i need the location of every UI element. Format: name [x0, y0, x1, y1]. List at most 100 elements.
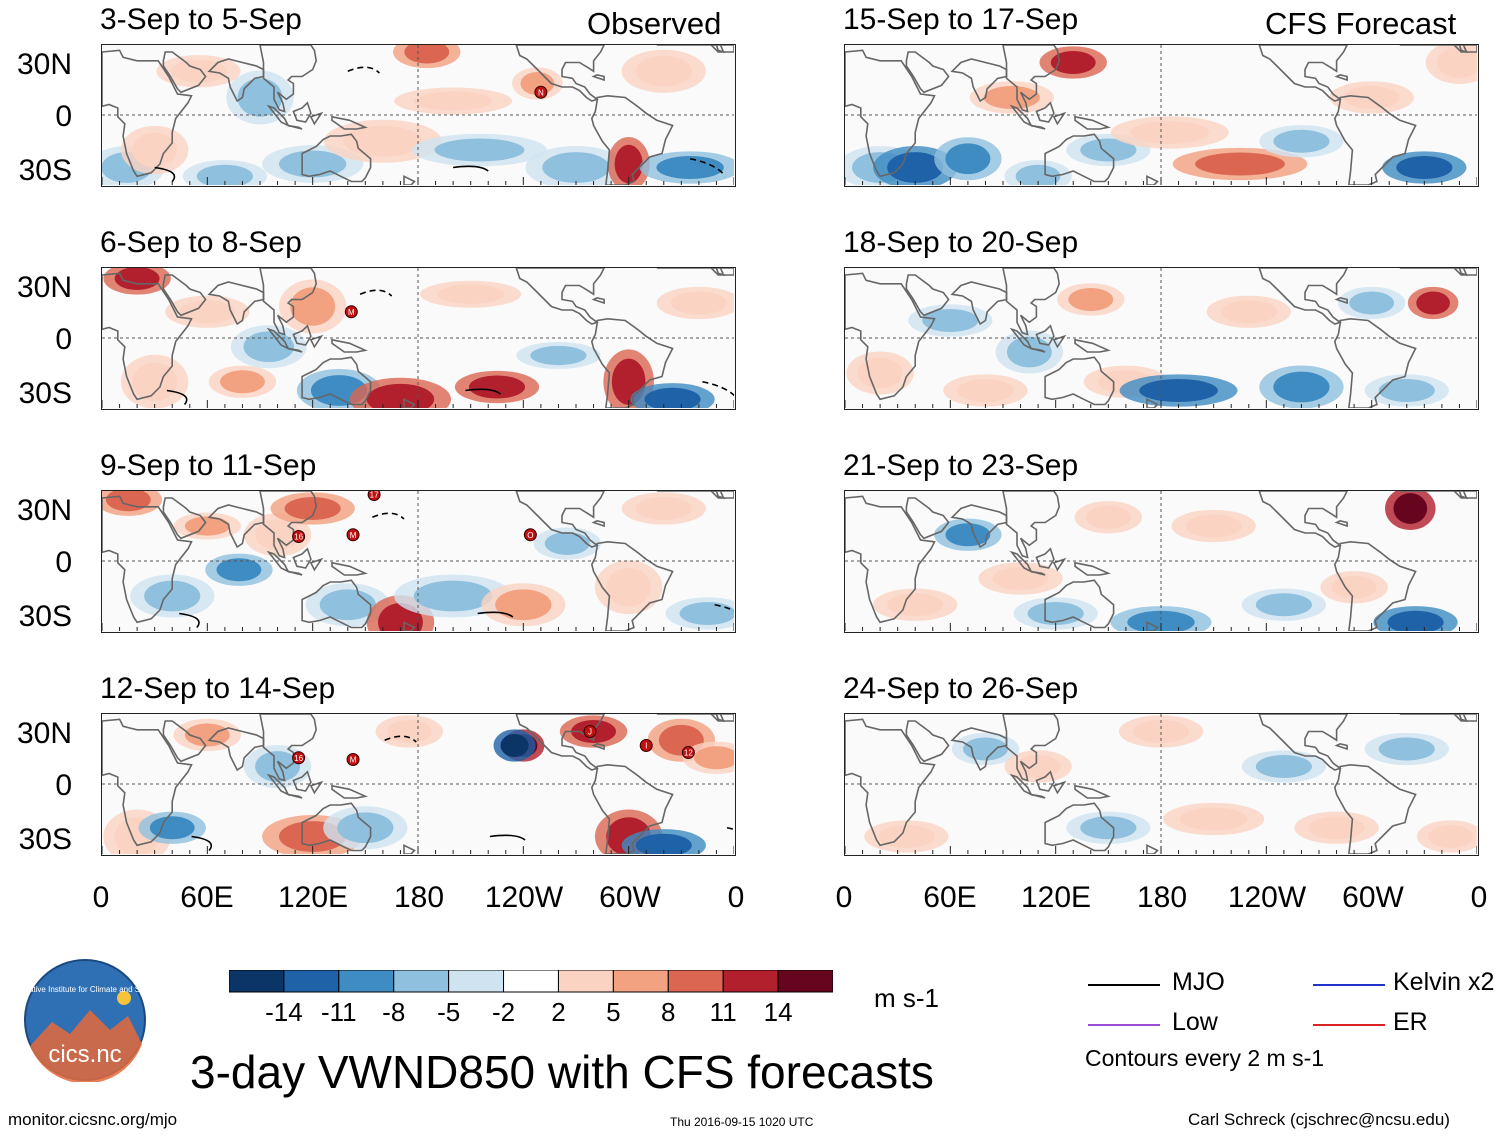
map-svg: 16 M J I 12: [102, 714, 734, 854]
colorbar-level-label: -8: [382, 997, 406, 1027]
anomaly-blob: [962, 737, 1008, 761]
coastline: [1146, 398, 1159, 408]
storm-marker: 17: [367, 491, 381, 501]
coastline: [266, 327, 290, 351]
anomaly-blob: [319, 589, 376, 621]
map-panel-forecast-2: [844, 267, 1479, 410]
lon-label-0e-right: 0: [1470, 881, 1488, 914]
coastline: [515, 268, 605, 325]
anomaly-blob: [144, 580, 201, 612]
anomaly-blob: [887, 593, 944, 617]
map-panel-forecast-1: [844, 44, 1479, 187]
mjo-contour: [347, 66, 380, 74]
map-panel-forecast-4: [844, 713, 1479, 856]
coastline: [845, 49, 936, 178]
coastline: [1002, 491, 1061, 559]
coastline: [591, 742, 605, 751]
legend-label-mjo: MJO: [1172, 968, 1225, 996]
coastline: [292, 547, 312, 569]
anomaly-blob: [656, 155, 724, 180]
colorbar-bin-5: [503, 970, 559, 993]
coastline: [1074, 115, 1111, 130]
coastline: [1030, 570, 1046, 576]
anomaly-blob: [878, 824, 935, 849]
coastline: [259, 491, 318, 559]
coastline: [331, 338, 368, 353]
coastline: [1074, 784, 1111, 799]
coastline: [845, 272, 936, 401]
storm-marker-label: 16: [294, 754, 303, 763]
coastline: [331, 561, 368, 576]
anomaly-blob: [606, 568, 652, 607]
coastline: [102, 49, 193, 178]
anomaly-blob: [413, 580, 493, 612]
coastline: [590, 763, 674, 854]
anomaly-blob: [544, 531, 590, 556]
coastline: [207, 504, 265, 549]
anomaly-blob: [614, 144, 643, 184]
coastline: [1002, 268, 1061, 336]
coastline: [287, 793, 303, 799]
panel-title-3: 9-Sep to 11-Sep: [100, 449, 317, 482]
coastline: [1453, 268, 1477, 276]
map-svg: [845, 268, 1477, 408]
coastline: [845, 495, 936, 624]
coastline: [515, 714, 605, 771]
coastline: [1333, 317, 1417, 408]
coastline: [656, 268, 725, 277]
storm-marker: 16: [292, 751, 306, 765]
panel-title-4: 12-Sep to 14-Sep: [100, 672, 336, 705]
colorbar-bin-9: [722, 970, 779, 993]
mjo-contour: [191, 835, 213, 852]
coastline: [266, 773, 290, 797]
legend-line-er: [1313, 1024, 1385, 1026]
storm-marker: M: [346, 753, 360, 766]
coastline: [590, 317, 674, 408]
coastline: [1258, 45, 1348, 102]
anomaly-blob: [495, 589, 552, 621]
anomaly-blob: [1130, 120, 1210, 145]
coastline: [950, 727, 1008, 772]
coastline: [1453, 45, 1477, 53]
forecast-column-title: CFS Forecast: [1265, 6, 1457, 41]
anomaly-blob: [366, 383, 435, 408]
coastline: [1453, 714, 1477, 722]
anomaly-blob: [290, 287, 336, 326]
anomaly-blob: [1080, 816, 1137, 840]
coastline: [331, 115, 368, 130]
storm-marker-label: M: [350, 756, 357, 765]
anomaly-blob: [1132, 719, 1190, 744]
anomaly-blob: [1349, 291, 1395, 315]
anomaly-blob: [149, 816, 195, 840]
coastline: [905, 497, 950, 540]
coastline: [1453, 491, 1477, 499]
contour-note: Contours every 2 m s-1: [1085, 1045, 1325, 1071]
mjo-contour: [477, 611, 514, 618]
panel-title-5: 15-Sep to 17-Sep: [843, 3, 1079, 36]
lat-label-30s-row4: 30S: [18, 823, 72, 856]
anomaly-blob: [132, 132, 178, 168]
anomaly-blob: [1428, 824, 1474, 849]
coastline: [1009, 550, 1033, 574]
anomaly-blob: [635, 496, 692, 521]
anomaly-blob: [945, 523, 991, 547]
coastline: [301, 579, 372, 629]
mjo-contour: [166, 389, 188, 406]
lat-label-30n-row1: 30N: [16, 48, 72, 81]
mjo-contour: [726, 826, 734, 831]
storm-marker: I: [639, 739, 653, 752]
coastline: [287, 347, 303, 353]
coastline: [1030, 793, 1046, 799]
anomaly-blob: [957, 378, 1014, 403]
coastline: [591, 519, 605, 528]
coastline: [1146, 175, 1159, 185]
mjo-contour: [372, 512, 405, 520]
lat-label-30n-row2: 30N: [16, 271, 72, 304]
storm-marker-label: 12: [684, 749, 693, 758]
colorbar-bin-10: [777, 970, 833, 993]
anomaly-blob: [219, 370, 265, 394]
anomaly-blob: [500, 733, 529, 758]
coastline: [905, 51, 950, 94]
storm-marker-label: N: [538, 88, 544, 97]
colorbar-bin-1: [283, 970, 340, 993]
